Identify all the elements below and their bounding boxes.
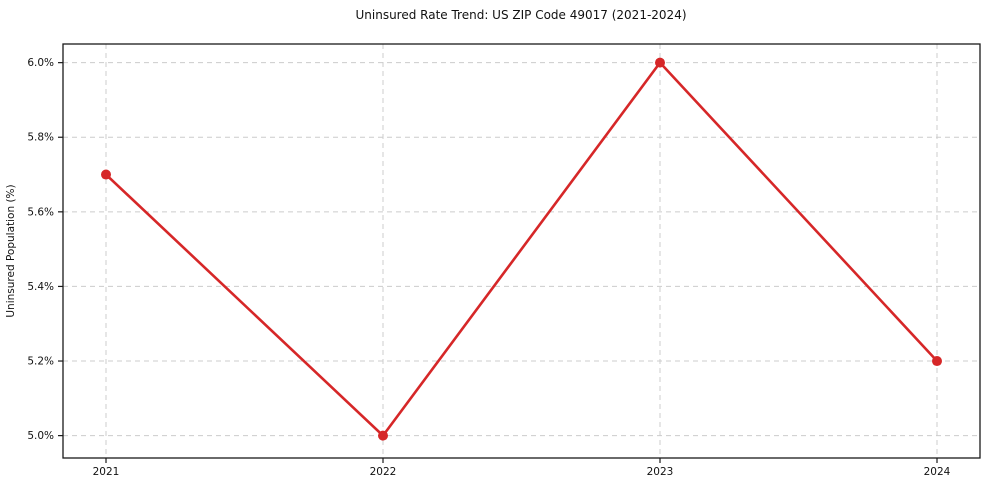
plot-border — [62, 43, 981, 459]
x-tick-label: 2021 — [93, 466, 120, 478]
y-tick-label: 5.2% — [27, 356, 54, 368]
y-tick-label: 5.6% — [27, 206, 54, 218]
x-tick-label: 2024 — [924, 466, 951, 478]
data-point — [101, 169, 111, 180]
y-tick-label: 5.8% — [27, 132, 54, 144]
y-tick-label: 5.4% — [27, 281, 54, 293]
y-tick-label: 5.0% — [27, 430, 54, 442]
data-point — [655, 57, 665, 68]
y-axis-label: Uninsured Population (%) — [5, 184, 17, 317]
data-point — [378, 430, 388, 441]
tick-marks — [58, 62, 938, 463]
trend-line — [104, 61, 939, 437]
y-tick-label: 6.0% — [27, 57, 54, 69]
line-series — [101, 57, 942, 441]
gridlines — [63, 44, 980, 458]
x-tick-label: 2023 — [647, 466, 674, 478]
data-point — [932, 356, 942, 367]
x-tick-label: 2022 — [370, 466, 397, 478]
tick-labels: 5.0% 5.2% 5.4% 5.6% 5.8% 6.0% 2021 2022 2023 2024 — [27, 57, 950, 478]
chart-title: Uninsured Rate Trend: US ZIP Code 49017 … — [355, 8, 686, 22]
